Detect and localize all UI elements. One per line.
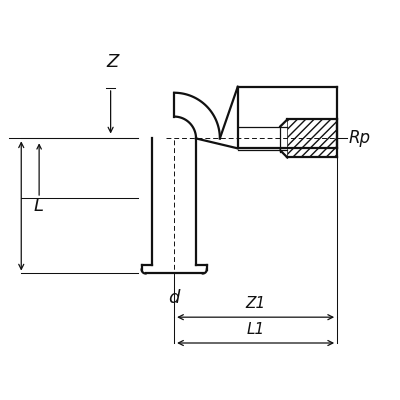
Text: d: d	[168, 289, 180, 307]
Text: Z: Z	[106, 53, 119, 71]
Text: Rp: Rp	[348, 130, 370, 148]
Text: Z1: Z1	[246, 296, 266, 311]
Text: L: L	[33, 197, 43, 215]
Text: L1: L1	[246, 322, 265, 337]
